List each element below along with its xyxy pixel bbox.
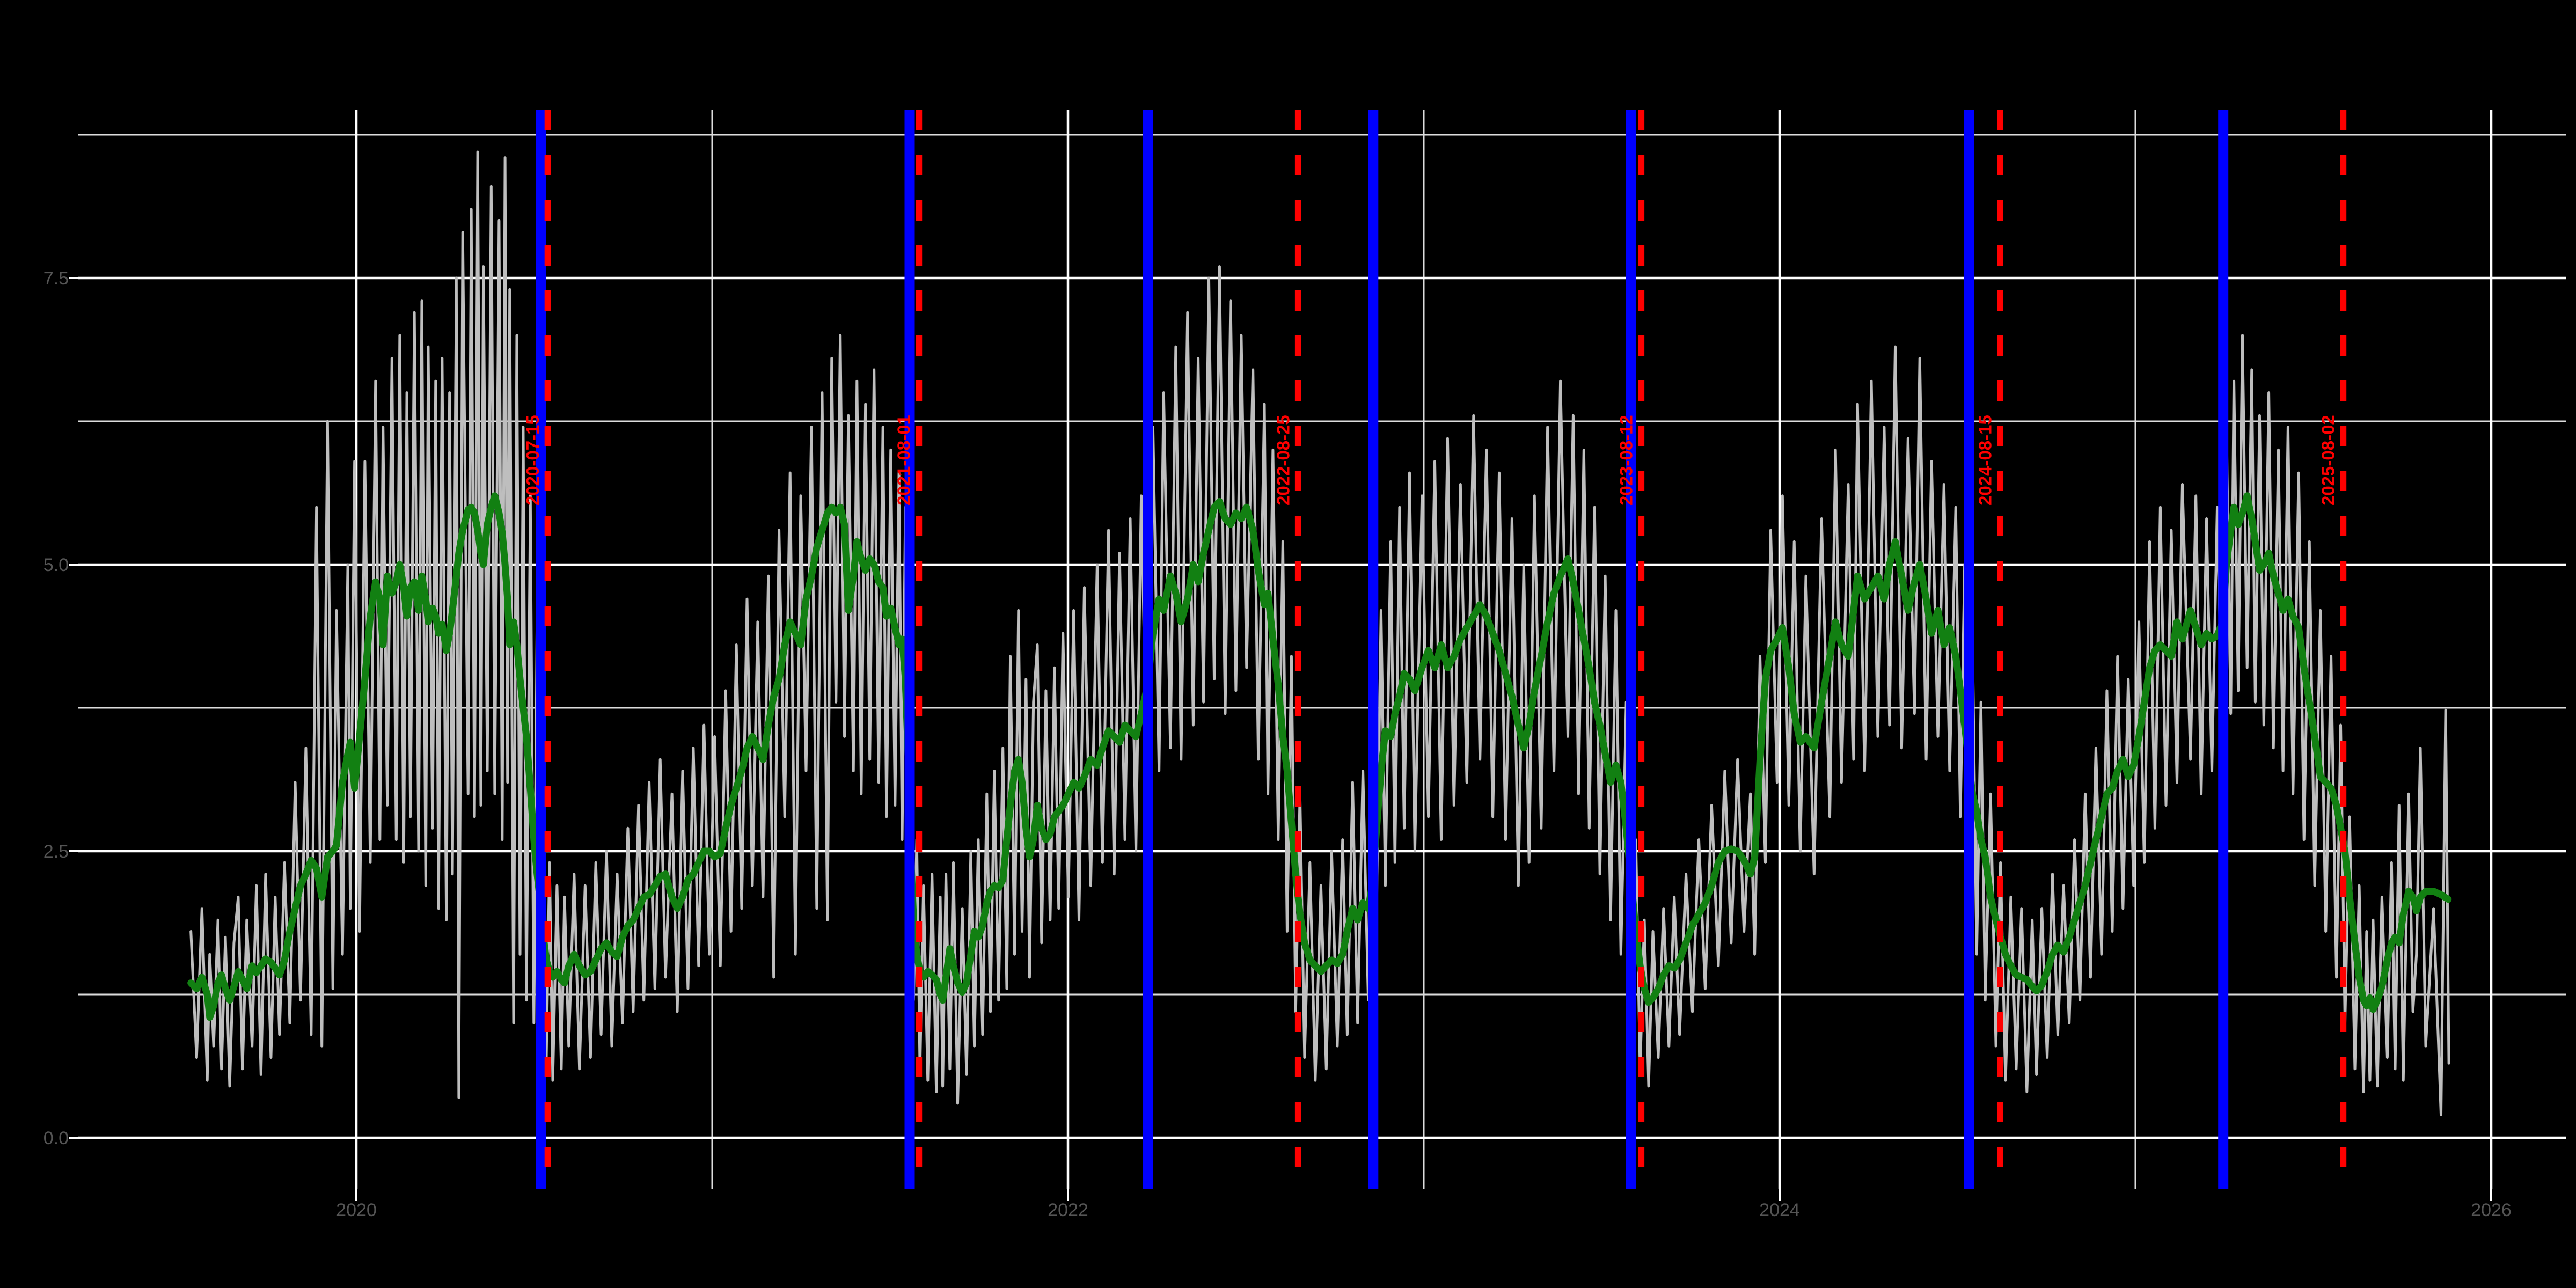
y-axis-tick-label: 5.0 bbox=[43, 555, 69, 575]
y-axis-tick-label: 0.0 bbox=[43, 1128, 69, 1148]
y-axis-tick-label: 2.5 bbox=[43, 841, 69, 862]
event-date-label: 2021-08-01 bbox=[894, 415, 914, 506]
event-date-label: 2024-08-15 bbox=[1975, 415, 1995, 506]
x-axis-tick-label: 2020 bbox=[336, 1200, 377, 1220]
event-date-label: 2020-07-15 bbox=[523, 415, 543, 506]
event-date-label: 2022-08-25 bbox=[1273, 415, 1293, 506]
series-group bbox=[187, 150, 2452, 1116]
series-smoothed-line bbox=[187, 492, 2452, 1021]
series-daily-noisy-line bbox=[189, 150, 2450, 1116]
x-axis-tick-label: 2026 bbox=[2471, 1200, 2512, 1220]
x-axis-tick-label: 2024 bbox=[1759, 1200, 1800, 1220]
x-axis-tick-label: 2022 bbox=[1048, 1200, 1088, 1220]
y-axis-tick-label: 7.5 bbox=[43, 268, 69, 289]
event-date-label: 2023-08-12 bbox=[1616, 415, 1636, 506]
event-date-label: 2025-08-02 bbox=[2318, 415, 2338, 506]
